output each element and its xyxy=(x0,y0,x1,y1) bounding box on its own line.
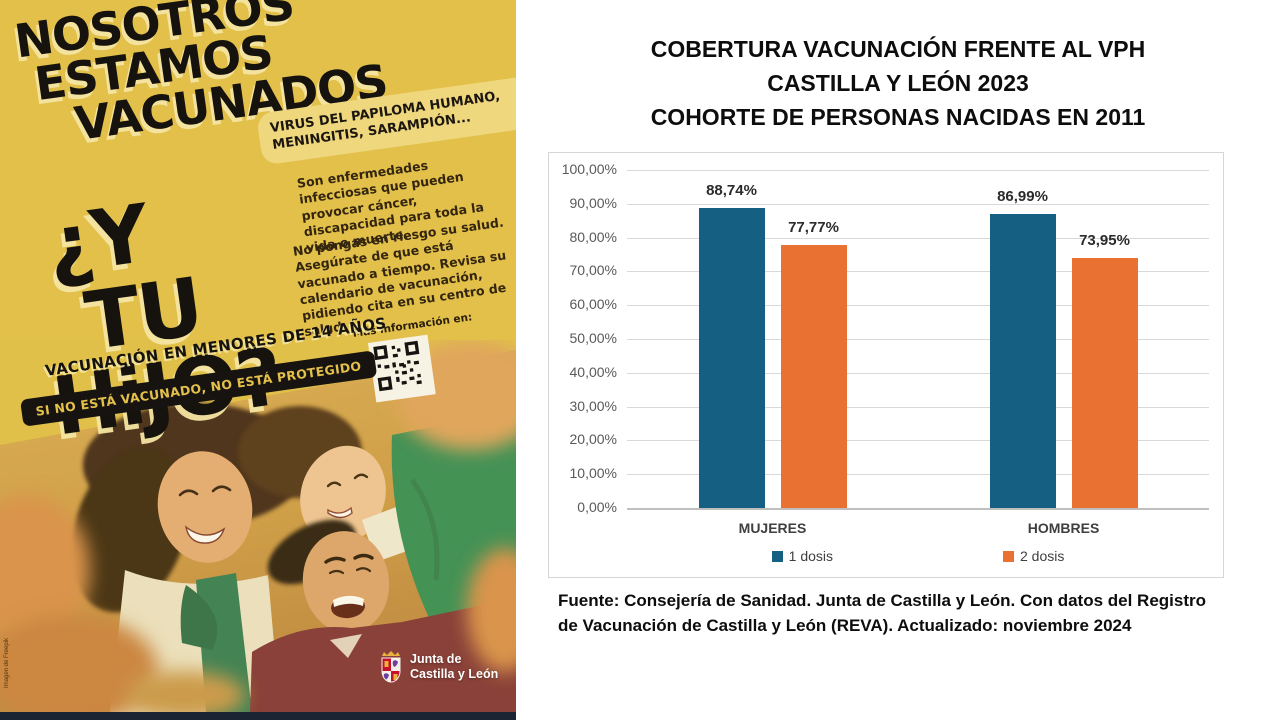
image-credit: Imagen de Freepik xyxy=(4,637,10,688)
bar-value-label: 77,77% xyxy=(788,219,839,237)
y-tick-label: 30,00% xyxy=(569,397,617,414)
gridline xyxy=(627,305,1209,307)
y-tick-label: 90,00% xyxy=(569,194,617,211)
vaccination-poster: NOSOTROS ESTAMOS VACUNADOS ¿Y TU HiJO? V… xyxy=(0,0,516,720)
bar-value-label: 88,74% xyxy=(706,182,757,200)
source-line: de Vacunación de Castilla y León (REVA).… xyxy=(558,616,1132,635)
gridline xyxy=(627,170,1209,171)
qr-code xyxy=(368,334,436,403)
chart-title-line: COBERTURA VACUNACIÓN FRENTE AL VPH xyxy=(650,36,1146,62)
bar-value-label: 73,95% xyxy=(1079,232,1130,249)
poster-photo xyxy=(0,340,516,712)
bar-2-dosis xyxy=(1071,258,1138,508)
y-tick-label: 0,00% xyxy=(577,499,617,515)
poster-bottom-strip xyxy=(0,712,516,720)
gridline xyxy=(627,271,1209,273)
legend-item: 2 dosis xyxy=(1003,548,1064,564)
bar-1-dosis xyxy=(989,214,1056,508)
bar-1-dosis xyxy=(698,208,765,508)
gridline xyxy=(627,237,1209,239)
chart-title-line: CASTILLA Y LEÓN 2023 xyxy=(767,70,1029,96)
bar-value-label: 86,99% xyxy=(997,188,1048,205)
y-tick-label: 70,00% xyxy=(569,262,617,279)
gridline xyxy=(627,372,1209,374)
chart-title: COBERTURA VACUNACIÓN FRENTE AL VPH CASTI… xyxy=(516,32,1280,134)
gridline xyxy=(627,406,1209,408)
legend-swatch-icon xyxy=(1003,550,1014,562)
logo-text-line: Castilla y León xyxy=(410,667,499,681)
gridline xyxy=(627,203,1209,205)
gridline xyxy=(627,474,1209,476)
logo-text-line: Junta de xyxy=(410,652,462,666)
y-tick-label: 80,00% xyxy=(569,228,617,245)
bar-2-dosis xyxy=(780,245,847,508)
legend-item: 1 dosis xyxy=(771,548,833,564)
y-tick-label: 50,00% xyxy=(569,330,617,346)
gridline xyxy=(627,339,1209,340)
chart-title-line: COHORTE DE PERSONAS NACIDAS EN 2011 xyxy=(650,104,1146,130)
category-label: HOMBRES xyxy=(1027,520,1100,536)
chart-plot: 100,00% 90,00% 80,00% 70,00% 60,00% 50,00% 40,… xyxy=(548,152,1224,578)
category-label: MUJERES xyxy=(738,520,807,536)
legend-swatch-icon xyxy=(771,550,783,562)
chart-legend: 1 dosis 2 dosis xyxy=(627,548,1209,564)
source-note: Fuente: Consejería de Sanidad. Junta de … xyxy=(558,588,1258,638)
legend-label: 2 dosis xyxy=(1020,548,1065,564)
gridline xyxy=(627,440,1209,442)
y-tick-label: 20,00% xyxy=(569,431,617,448)
y-tick-label: 10,00% xyxy=(569,465,617,482)
y-tick-label: 60,00% xyxy=(569,296,617,313)
y-tick-label: 100,00% xyxy=(561,161,617,177)
legend-label: 1 dosis xyxy=(788,548,833,564)
source-line: Fuente: Consejería de Sanidad. Junta de … xyxy=(558,591,1207,610)
jcyl-shield-icon xyxy=(381,651,401,683)
y-tick-label: 40,00% xyxy=(569,363,617,380)
jcyl-logo: Junta de Castilla y León xyxy=(378,650,498,684)
gridline xyxy=(627,508,1209,510)
